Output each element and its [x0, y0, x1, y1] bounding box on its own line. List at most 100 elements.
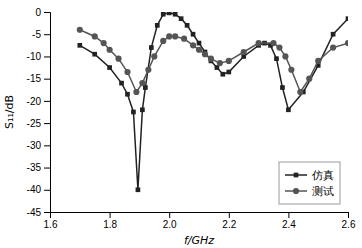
marker	[288, 67, 294, 73]
legend-label: 测试	[312, 185, 334, 198]
tick-mark	[44, 123, 50, 124]
marker	[173, 12, 178, 17]
marker	[140, 107, 145, 112]
marker	[276, 44, 282, 50]
marker	[160, 38, 166, 44]
marker	[92, 52, 97, 57]
tick-mark	[229, 212, 230, 218]
marker	[101, 40, 107, 46]
marker	[155, 23, 160, 28]
tick-mark	[44, 145, 50, 146]
marker	[124, 69, 130, 75]
tick-label: -40	[27, 184, 42, 195]
marker	[107, 47, 113, 53]
chart-container: 1.61.82.02.22.42.60-5-10-15-20-25-30-35-…	[0, 0, 362, 248]
tick: -40	[27, 184, 50, 195]
marker	[179, 16, 184, 21]
tick-label: 2.0	[163, 219, 177, 230]
tick: 1.6	[44, 212, 58, 230]
x-axis-title: f/GHz	[184, 234, 214, 247]
marker	[315, 58, 321, 64]
tick-label: 1.6	[44, 219, 58, 230]
tick-mark	[44, 12, 50, 13]
marker	[172, 33, 178, 39]
legend-frame	[279, 162, 340, 204]
tick-mark	[348, 212, 349, 218]
tick-label: -30	[27, 140, 42, 151]
tick-mark	[44, 56, 50, 57]
tick-mark	[44, 212, 50, 213]
marker	[226, 70, 231, 75]
tick-mark	[44, 34, 50, 35]
tick-label: -45	[27, 207, 42, 218]
marker	[208, 56, 214, 62]
marker	[161, 12, 166, 17]
marker	[282, 53, 288, 59]
marker	[92, 33, 98, 39]
tick: -15	[27, 73, 50, 84]
tick: 2.0	[163, 212, 177, 230]
tick-label: 0	[35, 7, 41, 18]
marker	[280, 85, 285, 90]
tick-label: -5	[32, 29, 41, 40]
marker	[77, 43, 82, 48]
marker	[131, 110, 136, 115]
tick-mark	[110, 212, 111, 218]
tick-mark	[288, 212, 289, 218]
tick-mark	[44, 79, 50, 80]
legend-swatch-marker	[294, 173, 299, 178]
marker	[256, 40, 262, 46]
plot: 1.61.82.02.22.42.60-5-10-15-20-25-30-35-…	[27, 7, 356, 230]
tick-mark	[44, 168, 50, 169]
tick-label: -15	[27, 73, 42, 84]
tick: 2.6	[342, 212, 356, 230]
legend-item: 测试	[285, 185, 334, 198]
tick-label: 2.2	[222, 219, 236, 230]
marker	[181, 36, 187, 42]
marker	[286, 107, 291, 112]
marker	[220, 72, 225, 77]
tick: -30	[27, 140, 50, 151]
legend-swatch-marker	[293, 188, 299, 194]
axis-line	[44, 13, 51, 213]
marker	[297, 89, 303, 95]
tick: 0	[35, 7, 50, 18]
y-axis-title: S₁₁/dB	[3, 95, 16, 129]
tick-label: -20	[27, 96, 42, 107]
tick: -45	[27, 207, 50, 218]
tick: -25	[27, 118, 50, 129]
marker	[107, 65, 112, 70]
marker	[330, 44, 336, 50]
marker	[331, 32, 336, 37]
tick: 1.8	[103, 212, 117, 230]
line	[80, 30, 348, 92]
marker	[125, 92, 130, 97]
tick: 2.4	[282, 212, 296, 230]
marker	[133, 89, 139, 95]
marker	[197, 41, 202, 46]
marker	[115, 56, 121, 62]
marker	[185, 23, 190, 28]
series	[77, 27, 348, 95]
marker	[151, 53, 157, 59]
tick: -20	[27, 96, 50, 107]
marker	[215, 65, 220, 70]
marker	[136, 187, 141, 192]
marker	[166, 33, 172, 39]
tick-label: 1.8	[103, 219, 117, 230]
tick-label: -10	[27, 51, 42, 62]
legend: 仿真测试	[279, 162, 340, 204]
marker	[77, 27, 83, 33]
tick-label: 2.6	[342, 219, 356, 230]
tick: -10	[27, 51, 50, 62]
tick-mark	[44, 190, 50, 191]
legend-label: 仿真	[311, 169, 334, 182]
marker	[217, 60, 223, 66]
tick-label: 2.4	[282, 219, 296, 230]
marker	[139, 80, 145, 86]
marker	[274, 56, 279, 61]
marker	[196, 47, 202, 53]
marker	[306, 76, 312, 82]
marker	[167, 12, 172, 15]
legend-item: 仿真	[285, 169, 334, 182]
